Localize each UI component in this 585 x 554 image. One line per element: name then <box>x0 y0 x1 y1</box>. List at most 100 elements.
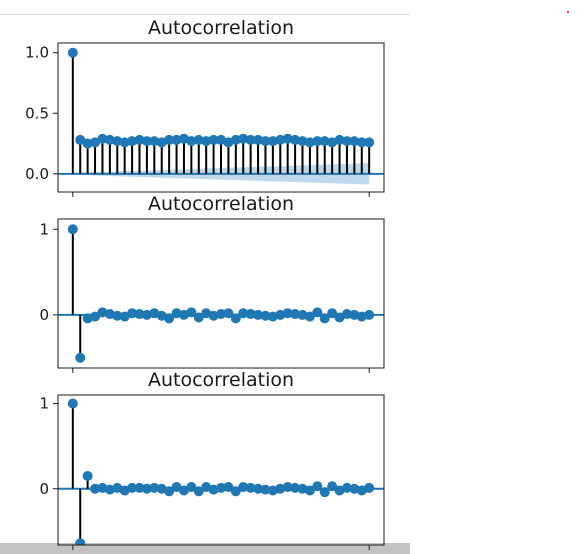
marker-lag-26 <box>260 484 271 495</box>
marker-lag-0 <box>67 47 78 58</box>
plot-area <box>58 398 384 545</box>
marker-lag-10 <box>141 136 152 147</box>
marker-lag-40 <box>364 482 375 493</box>
marker-lag-29 <box>282 308 293 319</box>
panel-2-title: Autocorrelation <box>148 193 294 215</box>
marker-lag-8 <box>127 308 138 319</box>
y-tick-label: 0.0 <box>25 165 49 183</box>
y-tick-label: 0.5 <box>25 104 49 122</box>
marker-lag-17 <box>193 486 204 497</box>
marker-lag-0 <box>67 224 78 235</box>
marker-lag-39 <box>356 137 367 148</box>
marker-lag-30 <box>290 309 301 320</box>
marker-lag-17 <box>193 312 204 323</box>
marker-lag-8 <box>127 482 138 493</box>
y-tick-label: 0 <box>39 306 49 324</box>
horizontal-scrollbar[interactable] <box>0 543 410 554</box>
marker-lag-37 <box>341 309 352 320</box>
y-tick-label: 1 <box>39 220 49 238</box>
marker-lag-23 <box>238 482 249 493</box>
marker-lag-24 <box>245 482 256 493</box>
y-tick-label: 1.0 <box>25 44 49 62</box>
axes-frame <box>57 42 385 193</box>
marker-lag-18 <box>201 136 212 147</box>
marker-lag-8 <box>127 136 138 147</box>
marker-lag-36 <box>334 134 345 145</box>
marker-lag-37 <box>341 136 352 147</box>
marker-lag-25 <box>253 483 264 494</box>
marker-lag-1 <box>75 352 86 363</box>
marker-lag-3 <box>90 483 101 494</box>
marker-lag-22 <box>230 486 241 497</box>
marker-lag-22 <box>230 313 241 324</box>
axes-frame <box>57 394 385 546</box>
marker-lag-9 <box>134 482 145 493</box>
marker-lag-6 <box>112 136 123 147</box>
marker-lag-29 <box>282 133 293 144</box>
marker-lag-16 <box>186 136 197 147</box>
acf-panel-3: Autocorrelation 1 0 <box>39 369 385 550</box>
marker-lag-13 <box>164 134 175 145</box>
marker-lag-17 <box>193 134 204 145</box>
axes-frame <box>57 218 385 369</box>
marker-lag-32 <box>304 485 315 496</box>
marker-lag-28 <box>275 134 286 145</box>
panel-3-title: Autocorrelation <box>148 369 294 391</box>
marker-lag-32 <box>304 311 315 322</box>
marker-lag-13 <box>164 486 175 497</box>
marker-lag-33 <box>312 481 323 492</box>
top-divider <box>0 14 410 15</box>
marker-lag-9 <box>134 134 145 145</box>
marker-lag-4 <box>97 133 108 144</box>
marker-lag-11 <box>149 482 160 493</box>
marker-lag-26 <box>260 310 271 321</box>
marker-lag-7 <box>119 137 130 148</box>
marker-lag-37 <box>341 482 352 493</box>
stray-dot <box>567 11 569 13</box>
marker-lag-27 <box>267 136 278 147</box>
marker-lag-1 <box>75 538 86 545</box>
acf-panel-2: Autocorrelation 1 0 <box>39 193 385 373</box>
marker-lag-5 <box>104 134 115 145</box>
y-tick-label: 0 <box>39 480 49 498</box>
marker-lag-21 <box>223 482 234 493</box>
marker-lag-20 <box>216 482 226 493</box>
marker-lag-26 <box>260 136 271 147</box>
marker-lag-3 <box>90 311 101 322</box>
marker-lag-32 <box>304 137 315 148</box>
marker-lag-38 <box>349 136 360 147</box>
marker-lag-30 <box>290 482 301 493</box>
marker-lag-31 <box>297 136 308 147</box>
marker-lag-24 <box>245 309 256 320</box>
marker-lag-1 <box>75 134 86 145</box>
marker-lag-40 <box>364 137 375 148</box>
plot-area <box>58 47 384 185</box>
marker-lag-33 <box>312 136 323 147</box>
marker-lag-34 <box>319 136 330 147</box>
plot-area <box>58 224 384 363</box>
marker-lag-24 <box>245 134 256 145</box>
marker-lag-19 <box>208 134 219 145</box>
marker-lag-22 <box>230 134 241 145</box>
marker-lag-16 <box>186 307 197 318</box>
marker-lag-33 <box>312 307 323 318</box>
y-tick-label: 1 <box>39 395 49 413</box>
marker-lag-25 <box>253 309 264 320</box>
marker-lag-35 <box>327 308 338 319</box>
marker-lag-14 <box>171 134 182 145</box>
marker-lag-3 <box>90 137 101 148</box>
marker-lag-13 <box>164 313 175 324</box>
marker-lag-2 <box>82 138 93 149</box>
marker-lag-34 <box>319 487 330 498</box>
marker-lag-29 <box>282 482 293 493</box>
panel-1-title: Autocorrelation <box>148 17 294 39</box>
marker-lag-0 <box>67 398 78 409</box>
marker-lag-20 <box>216 309 226 320</box>
marker-lag-30 <box>290 134 301 145</box>
marker-lag-21 <box>223 308 234 319</box>
marker-lag-2 <box>82 470 93 481</box>
marker-lag-23 <box>238 133 249 144</box>
marker-lag-11 <box>149 136 160 147</box>
marker-lag-40 <box>364 309 375 320</box>
